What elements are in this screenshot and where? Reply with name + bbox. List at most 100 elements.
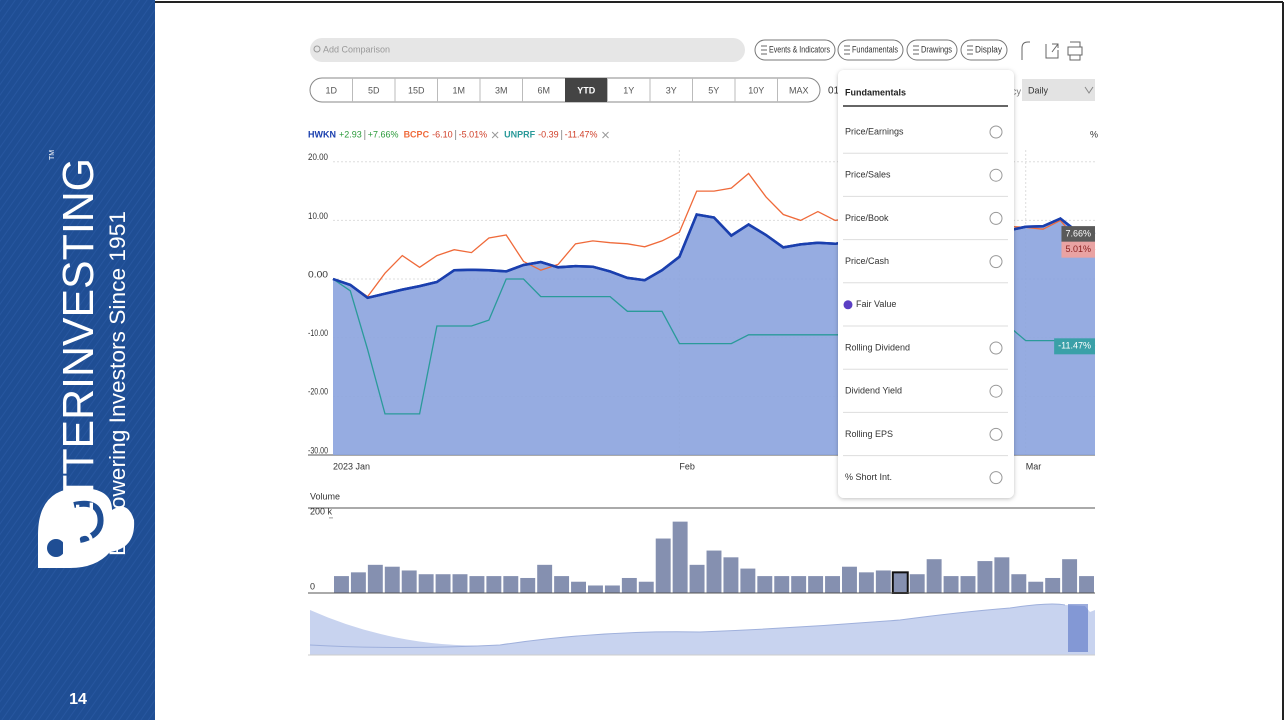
dropdown-item[interactable]: Rolling EPS <box>845 429 893 439</box>
navigator-line <box>309 603 1066 648</box>
info-icon <box>989 384 1003 398</box>
undo-icon[interactable] <box>1021 41 1030 60</box>
menu-icon <box>844 45 850 55</box>
frequency-select[interactable] <box>1022 79 1095 101</box>
bar <box>1011 574 1027 593</box>
export-icon[interactable] <box>1045 43 1059 59</box>
bar <box>401 570 417 593</box>
dropdown-item[interactable]: Price/Sales <box>845 170 891 180</box>
bar <box>1079 576 1094 593</box>
toolbar-button[interactable] <box>960 39 1008 61</box>
legend-change: -0.39 <box>538 129 559 139</box>
volume-title: Volume <box>310 491 340 501</box>
page-number: 14 <box>69 691 87 708</box>
dropdown-item[interactable]: Fair Value <box>856 299 896 309</box>
toolbar-button-label: Display <box>975 44 1002 54</box>
y-tick-label: 0.00 <box>308 269 328 279</box>
x-tick-label: Mar <box>1026 461 1042 471</box>
bar <box>452 574 468 593</box>
search-placeholder: Add Comparison <box>323 44 390 54</box>
bar <box>418 574 434 593</box>
bar <box>554 576 570 593</box>
range-option[interactable]: 1M <box>452 85 465 95</box>
search-icon <box>313 45 321 53</box>
bar <box>367 564 383 593</box>
bar <box>689 564 705 593</box>
legend-remove[interactable] <box>602 131 609 139</box>
legend-change-pct: -11.47% <box>565 129 598 139</box>
toolbar-button[interactable] <box>837 39 904 61</box>
y-tick-label: 0 <box>310 581 315 591</box>
dropdown-panel <box>838 70 1014 498</box>
range-option[interactable]: 3Y <box>666 85 677 95</box>
range-option[interactable]: 5Y <box>708 85 719 95</box>
search-box[interactable] <box>310 38 745 62</box>
range-option[interactable]: YTD <box>577 85 596 95</box>
range-option[interactable]: 3M <box>495 85 508 95</box>
bar <box>672 521 688 593</box>
end-label: 7.66% <box>1065 228 1091 238</box>
info-icon <box>989 125 1003 139</box>
bar <box>520 577 536 593</box>
info-icon <box>989 427 1003 441</box>
bar <box>774 576 790 593</box>
toolbar-button-label: Fundamentals <box>852 44 898 54</box>
fair-value-icon <box>843 300 853 310</box>
y-tick-label: 200 k <box>310 506 333 516</box>
percent-axis-label: % <box>1090 129 1098 139</box>
chevron <box>1084 86 1094 94</box>
bar <box>926 559 942 593</box>
bar <box>740 568 756 593</box>
legend-remove[interactable] <box>491 131 499 139</box>
bar <box>994 557 1010 593</box>
bar <box>537 564 553 593</box>
bar <box>435 574 451 593</box>
range-option[interactable]: MAX <box>789 85 809 95</box>
legend-name: UNPRF <box>504 129 536 139</box>
print-icon[interactable] <box>1067 41 1083 61</box>
bar <box>384 566 400 593</box>
dropdown-item[interactable]: Price/Book <box>845 213 889 223</box>
info-icon <box>989 341 1003 355</box>
dropdown-item[interactable]: Dividend Yield <box>845 386 902 396</box>
bar <box>825 576 840 593</box>
bar <box>1045 577 1061 593</box>
info-icon <box>989 471 1003 485</box>
bar <box>943 576 959 593</box>
range-option[interactable]: 6M <box>537 85 550 95</box>
range-selected <box>565 78 608 102</box>
frequency-value: Daily <box>1028 85 1049 95</box>
bar <box>469 576 485 593</box>
navigator-handle[interactable] <box>1068 604 1088 652</box>
tagline: Empowering Investors Since 1951 <box>105 211 130 556</box>
range-option[interactable]: 1D <box>325 85 337 95</box>
bar <box>588 585 603 593</box>
bar <box>604 585 620 593</box>
toolbar-button-label: Drawings <box>921 44 952 54</box>
end-label-box <box>1054 338 1095 355</box>
dropdown-item[interactable]: Price/Cash <box>845 256 889 266</box>
bar <box>875 570 891 593</box>
range-option[interactable]: 15D <box>408 85 425 95</box>
bar <box>909 574 925 593</box>
y-tick-label: 10.00 <box>308 211 328 221</box>
y-tick-label: -20.00 <box>308 387 328 397</box>
end-label: -11.47% <box>1058 341 1091 351</box>
navigator-area <box>310 604 1095 655</box>
toolbar-button[interactable] <box>754 39 836 61</box>
bar <box>706 550 722 593</box>
dropdown-item[interactable]: Rolling Dividend <box>845 342 910 352</box>
bar <box>723 557 739 593</box>
menu-icon <box>761 45 767 55</box>
bar <box>1028 581 1044 593</box>
toolbar-button[interactable] <box>906 39 958 61</box>
range-option[interactable]: 10Y <box>748 85 764 95</box>
toolbar-button-label: Events & Indicators <box>769 44 830 54</box>
sidebar-texture <box>0 0 155 720</box>
bar <box>571 581 586 593</box>
dropdown-item[interactable]: Price/Earnings <box>845 126 904 136</box>
bar <box>350 572 366 593</box>
range-option[interactable]: 5D <box>368 85 380 95</box>
range-option[interactable]: 1Y <box>623 85 634 95</box>
dropdown-item[interactable]: % Short Int. <box>845 472 892 482</box>
